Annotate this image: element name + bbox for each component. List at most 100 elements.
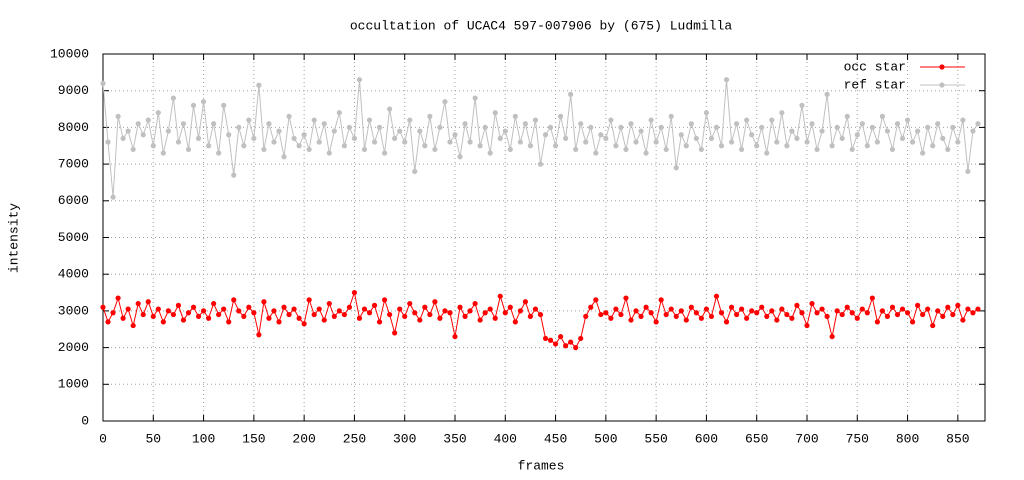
data-point (246, 304, 252, 310)
data-point (115, 113, 121, 119)
data-point (492, 315, 498, 321)
data-point (552, 143, 559, 149)
data-point (236, 308, 242, 314)
data-point (859, 306, 865, 312)
data-point (844, 304, 850, 310)
data-point (608, 315, 614, 321)
data-point (960, 317, 966, 323)
data-point (190, 102, 197, 108)
data-point (864, 143, 870, 149)
data-point (648, 117, 654, 123)
data-point (427, 311, 433, 318)
data-point (708, 135, 715, 142)
data-point (884, 313, 891, 320)
data-point (618, 311, 624, 318)
data-point (286, 113, 292, 119)
data-point (145, 299, 151, 305)
data-point (633, 308, 639, 314)
data-point (608, 117, 614, 123)
data-point (718, 310, 725, 316)
data-point (894, 311, 901, 318)
data-point (281, 154, 287, 160)
data-point (241, 143, 247, 149)
data-point (180, 121, 187, 127)
y-tick-label: 2000 (58, 340, 89, 355)
data-point (799, 310, 805, 316)
data-point (311, 311, 317, 318)
data-point (789, 128, 795, 134)
x-tick-label: 550 (644, 431, 667, 446)
y-tick-label: 3000 (58, 303, 89, 318)
data-point (366, 117, 373, 123)
data-point (678, 308, 684, 314)
data-point (673, 313, 679, 320)
data-point (427, 113, 433, 119)
data-point (392, 330, 398, 336)
data-point (397, 306, 403, 312)
data-point (573, 146, 579, 153)
data-point (185, 146, 192, 153)
data-point (341, 311, 347, 318)
data-point (884, 128, 891, 134)
data-point (407, 117, 413, 123)
y-axis-label: intensity (6, 203, 21, 273)
data-point (226, 132, 232, 138)
data-point (754, 143, 760, 149)
data-point (874, 319, 880, 325)
data-point (829, 333, 835, 340)
data-point (301, 132, 307, 138)
data-point (412, 310, 418, 316)
data-point (663, 311, 669, 318)
data-point (241, 313, 247, 320)
data-point (648, 310, 654, 316)
series (100, 289, 981, 351)
data-point (246, 117, 252, 123)
x-tick-label: 150 (242, 431, 265, 446)
data-point (879, 113, 886, 119)
data-point (779, 110, 785, 116)
data-point (160, 319, 166, 325)
data-point (904, 117, 911, 123)
data-point (170, 311, 176, 318)
x-tick-label: 0 (99, 431, 107, 446)
data-point (668, 113, 674, 119)
data-point (839, 135, 845, 142)
data-point (261, 146, 267, 153)
data-point (256, 82, 262, 88)
data-point (733, 121, 740, 127)
data-point (673, 165, 679, 171)
x-tick-label: 800 (896, 431, 919, 446)
y-tick-label: 4000 (58, 267, 89, 282)
data-point (713, 124, 720, 130)
data-point (200, 99, 207, 105)
data-point (361, 146, 368, 153)
data-point (688, 304, 694, 310)
data-point (728, 139, 735, 145)
data-point (909, 139, 916, 145)
data-point (150, 313, 156, 320)
data-point (442, 99, 448, 105)
data-point (130, 322, 136, 329)
data-point (537, 311, 544, 318)
data-point (744, 117, 750, 123)
data-point (226, 319, 232, 325)
data-point (945, 146, 951, 153)
data-point (165, 128, 171, 134)
data-point (643, 304, 649, 310)
y-tick-label: 1000 (58, 377, 89, 392)
y-tick-label: 5000 (58, 230, 89, 245)
data-point (542, 132, 549, 138)
data-point (477, 317, 483, 323)
data-point (527, 313, 534, 320)
data-point (764, 150, 770, 156)
data-point (497, 293, 503, 299)
data-point (814, 310, 820, 316)
data-point (784, 143, 790, 149)
data-point (769, 308, 775, 314)
data-point (809, 121, 815, 127)
data-point (613, 143, 619, 149)
data-point (402, 313, 408, 320)
data-point (723, 77, 730, 83)
data-point (492, 110, 498, 116)
data-point (165, 308, 171, 314)
